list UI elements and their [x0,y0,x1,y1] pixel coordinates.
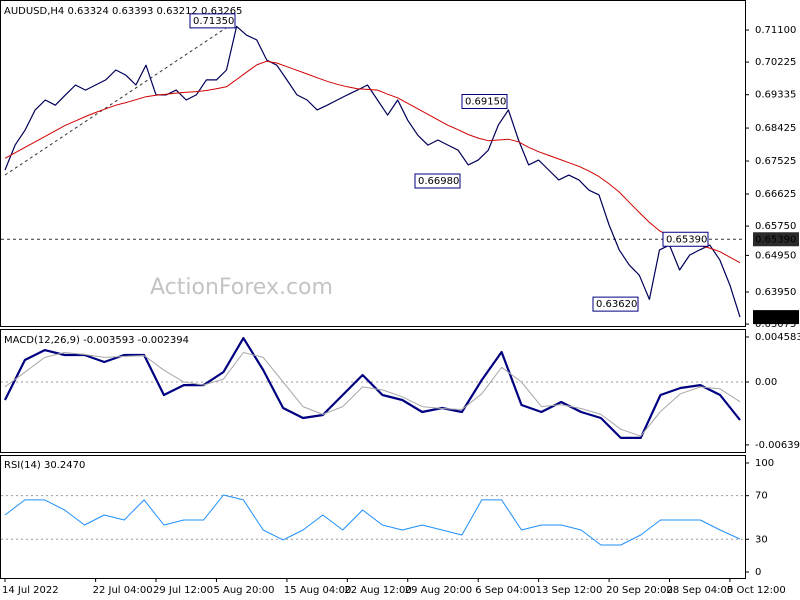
y-tick-label: 0 [755,567,761,578]
watermark: ActionForex.com [150,275,333,300]
price-title: AUDUSD,H4 0.63324 0.63393 0.63212 0.6326… [4,6,242,17]
annotation-box [189,13,236,29]
hline-label: 0.65390 [755,234,796,245]
x-tick-label: 15 Aug 04:00 [284,585,351,596]
y-tick-label: 0.69335 [755,90,796,101]
macd-panel-frame [0,329,746,453]
x-tick-label: 14 Jul 2022 [2,585,59,596]
last-price-box [753,310,799,325]
annotation-box [592,296,639,312]
y-tick-label: 0.70225 [755,57,796,68]
hline-label-box [753,232,799,247]
y-tick-label: 0.68425 [755,123,796,134]
y-tick-label: 70 [755,491,768,502]
annotation-label: 0.65390 [666,234,707,245]
annotation-label: 0.71350 [193,16,234,27]
y-tick-label: 0.67525 [755,156,796,167]
series-line [4,352,741,437]
x-tick-label: 22 Jul 04:00 [93,585,153,596]
x-tick-label: 29 Aug 20:00 [405,585,472,596]
annotation-label: 0.66980 [418,176,459,187]
x-tick-label: 13 Sep 12:00 [536,585,603,596]
series-line [4,337,741,439]
rsi-panel-frame [0,455,746,579]
y-tick-label: 0.63950 [755,287,796,298]
macd-title: MACD(12,26,9) -0.003593 -0.002394 [4,335,189,346]
x-tick-label: 20 Sep 20:00 [606,585,673,596]
y-tick-label: 0.00 [755,377,777,388]
rsi-title: RSI(14) 30.2470 [4,460,85,471]
price-panel-frame [0,0,746,327]
annotation-box [662,231,709,247]
trend-line [4,21,236,176]
y-tick-label: 0.64950 [755,250,796,261]
x-tick-label: 5 Oct 12:00 [727,585,786,596]
y-tick-label: 0.004583 [755,332,800,343]
x-tick-label: 22 Aug 12:00 [344,585,411,596]
annotation-box [414,173,461,189]
x-tick-label: 29 Jul 12:00 [153,585,213,596]
series-line [4,60,741,264]
last-price-label: 0.63265 [755,312,796,323]
y-tick-label: 0.71100 [755,25,796,36]
x-tick-label: 5 Aug 20:00 [213,585,274,596]
y-tick-label: 0.66625 [755,189,796,200]
y-tick-label: 100 [755,458,774,469]
y-tick-label: 30 [755,534,768,545]
y-tick-label: 0.65750 [755,221,796,232]
annotation-box [461,93,508,109]
series-line [4,25,741,318]
y-tick-label: -0.006397 [755,440,800,451]
x-tick-label: 28 Sep 04:00 [667,585,734,596]
annotation-label: 0.69150 [465,96,506,107]
series-line [4,494,741,546]
annotation-label: 0.63620 [596,299,637,310]
x-tick-label: 6 Sep 04:00 [475,585,535,596]
y-tick-label: 0.63075 [755,319,796,330]
